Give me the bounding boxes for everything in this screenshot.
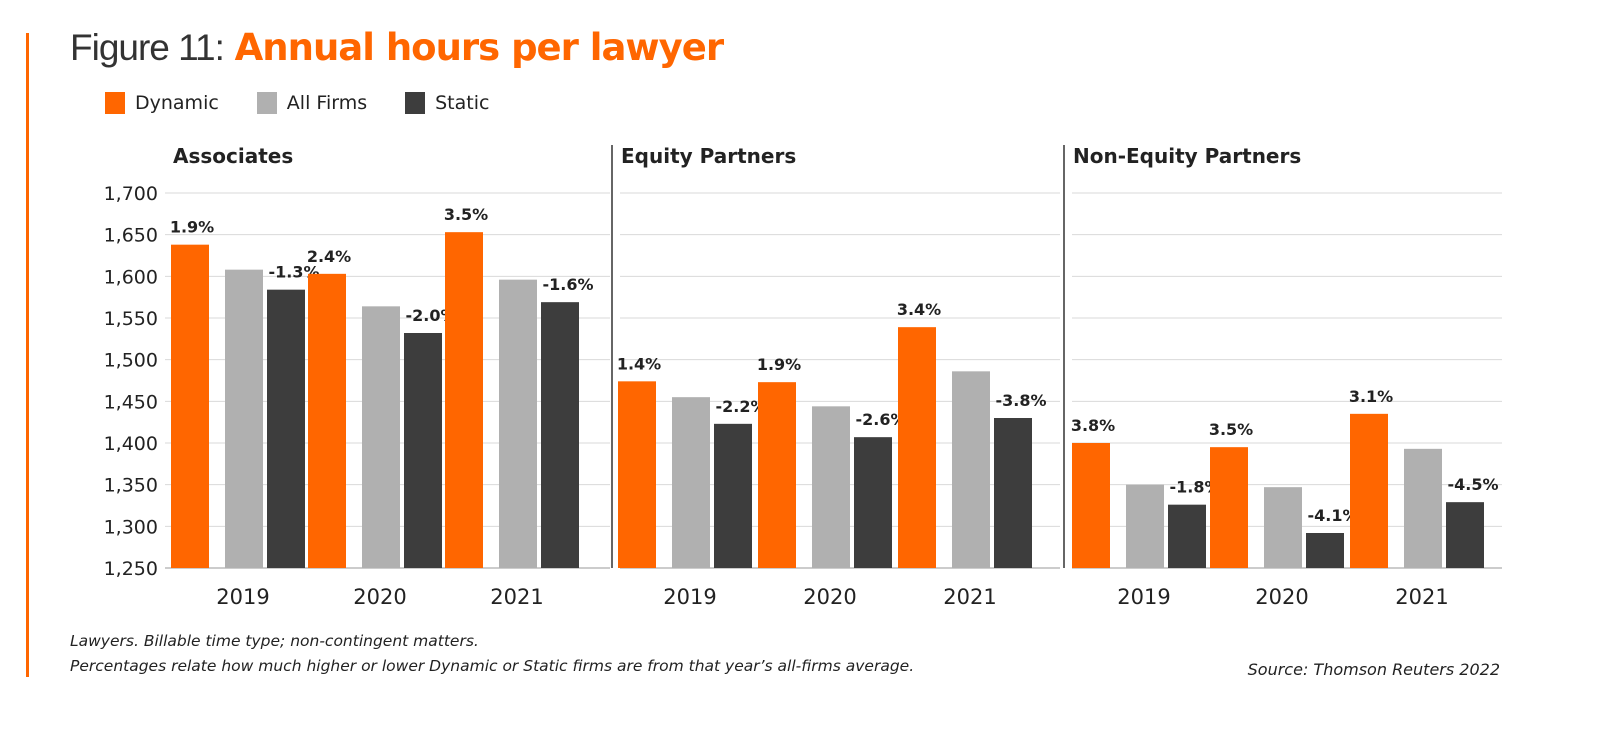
legend-label: Dynamic <box>135 92 219 114</box>
bar-dynamic <box>758 382 796 568</box>
y-tick-label: 1,400 <box>104 433 158 455</box>
x-tick-label: 2020 <box>803 585 856 609</box>
y-tick-label: 1,350 <box>104 475 158 497</box>
panel-title: Equity Partners <box>621 144 796 168</box>
legend-swatch-dynamic <box>105 92 125 114</box>
bar-dynamic <box>1072 443 1110 568</box>
bar-all-firms <box>1264 487 1302 568</box>
legend-label: Static <box>435 92 490 114</box>
title-main: Annual hours per lawyer <box>234 26 724 69</box>
data-label: -2.6% <box>855 410 906 429</box>
bar-all-firms <box>362 306 400 568</box>
data-label: -4.5% <box>1447 475 1498 494</box>
bar-all-firms <box>952 371 990 568</box>
bar-dynamic <box>1350 413 1388 568</box>
data-label: -4.1% <box>1307 506 1358 525</box>
y-tick-label: 1,600 <box>104 266 158 288</box>
y-tick-label: 1,550 <box>104 308 158 330</box>
panel-title: Non-Equity Partners <box>1073 144 1301 168</box>
data-label: -1.3% <box>268 263 319 282</box>
bar-static <box>267 289 305 568</box>
source-note: Source: Thomson Reuters 2022 <box>1247 660 1500 679</box>
y-tick-label: 1,500 <box>104 350 158 372</box>
y-tick-label: 1,650 <box>104 225 158 247</box>
bar-all-firms <box>499 279 537 568</box>
x-tick-label: 2021 <box>943 585 996 609</box>
bar-dynamic <box>618 381 656 568</box>
legend: Dynamic All Firms Static <box>105 92 489 114</box>
bar-all-firms <box>1126 484 1164 568</box>
bar-static <box>714 423 752 568</box>
data-label: -1.6% <box>542 275 593 294</box>
data-label: -2.2% <box>715 397 766 416</box>
panel-title: Associates <box>173 144 293 168</box>
accent-bar <box>26 33 29 677</box>
legend-swatch-static <box>405 92 426 114</box>
footnote-1: Lawyers. Billable time type; non-conting… <box>70 632 479 650</box>
y-tick-label: 1,700 <box>104 183 158 205</box>
bar-all-firms <box>672 397 710 568</box>
bar-dynamic <box>445 232 483 568</box>
data-label: 3.4% <box>897 300 941 319</box>
chart-title: Figure 11: Annual hours per lawyer <box>70 26 724 69</box>
data-label: -1.8% <box>1169 478 1220 497</box>
data-label: 1.4% <box>617 354 661 373</box>
x-tick-label: 2019 <box>216 585 269 609</box>
bar-dynamic <box>1210 447 1248 568</box>
bar-static <box>994 418 1032 568</box>
bar-dynamic <box>308 273 346 568</box>
data-label: 3.5% <box>1209 420 1253 439</box>
y-tick-label: 1,300 <box>104 516 158 538</box>
bar-all-firms <box>225 269 263 568</box>
bar-static <box>1306 533 1344 568</box>
bar-all-firms <box>1404 448 1442 568</box>
data-label: 1.9% <box>170 218 214 237</box>
legend-item-dynamic: Dynamic <box>105 92 219 114</box>
title-prefix: Figure 11: <box>70 27 225 68</box>
data-label: 1.9% <box>757 355 801 374</box>
x-tick-label: 2021 <box>490 585 543 609</box>
bar-static <box>541 302 579 568</box>
x-tick-label: 2019 <box>663 585 716 609</box>
x-tick-label: 2019 <box>1117 585 1170 609</box>
data-label: 3.1% <box>1349 387 1393 406</box>
bar-dynamic <box>171 244 209 568</box>
data-label: 3.8% <box>1071 416 1115 435</box>
data-label: 2.4% <box>307 247 351 266</box>
legend-label: All Firms <box>286 92 368 114</box>
bar-static <box>1168 504 1206 568</box>
x-tick-label: 2020 <box>353 585 406 609</box>
bar-static <box>1446 502 1484 568</box>
bar-dynamic <box>898 327 936 568</box>
y-tick-label: 1,250 <box>104 558 158 580</box>
legend-item-static: Static <box>405 92 489 114</box>
bar-static <box>854 437 892 568</box>
bar-all-firms <box>812 406 850 568</box>
x-tick-label: 2021 <box>1395 585 1448 609</box>
legend-swatch-all-firms <box>256 92 277 114</box>
bar-static <box>404 333 442 568</box>
data-label: 3.5% <box>444 205 488 224</box>
y-tick-label: 1,450 <box>104 391 158 413</box>
legend-item-all-firms: All Firms <box>256 92 368 114</box>
data-label: -2.0% <box>405 306 456 325</box>
x-tick-label: 2020 <box>1255 585 1308 609</box>
data-label: -3.8% <box>995 391 1046 410</box>
footnote-2: Percentages relate how much higher or lo… <box>70 657 915 675</box>
